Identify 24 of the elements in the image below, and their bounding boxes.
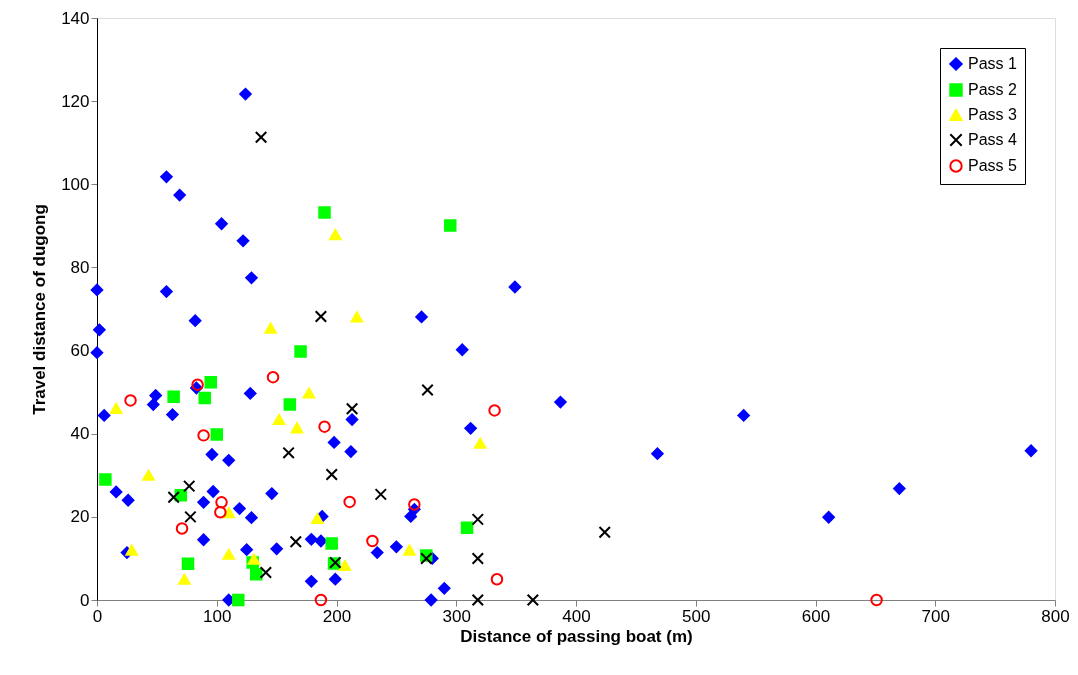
x-tick-label: 800	[1041, 606, 1070, 626]
x-axis-title: Distance of passing boat (m)	[460, 626, 693, 646]
x-tick-label: 0	[92, 606, 103, 626]
y-tick-label: 140	[61, 8, 90, 28]
x-tick-label: 400	[562, 606, 591, 626]
y-tick-label: 60	[70, 341, 90, 361]
y-tick-label: 100	[61, 174, 90, 194]
legend-label: Pass 3	[968, 106, 1018, 123]
x-tick-label: 500	[682, 606, 711, 626]
legend-label: Pass 5	[968, 157, 1018, 174]
x-tick-label: 600	[801, 606, 831, 626]
x-tick-label: 700	[921, 606, 950, 626]
legend-label: Pass 1	[968, 55, 1018, 72]
legend-label: Pass 2	[968, 81, 1018, 98]
y-tick-label: 80	[70, 257, 90, 277]
y-tick-label: 120	[61, 91, 90, 111]
y-tick-label: 20	[70, 507, 90, 527]
y-axis-title: Travel distance of dugong	[30, 204, 50, 415]
y-tick-label: 0	[80, 590, 90, 610]
x-tick-label: 200	[322, 606, 352, 626]
y-tick-label: 40	[70, 424, 90, 444]
legend-label: Pass 4	[968, 131, 1018, 148]
x-tick-label: 100	[203, 606, 232, 626]
x-tick-label: 300	[442, 606, 471, 626]
